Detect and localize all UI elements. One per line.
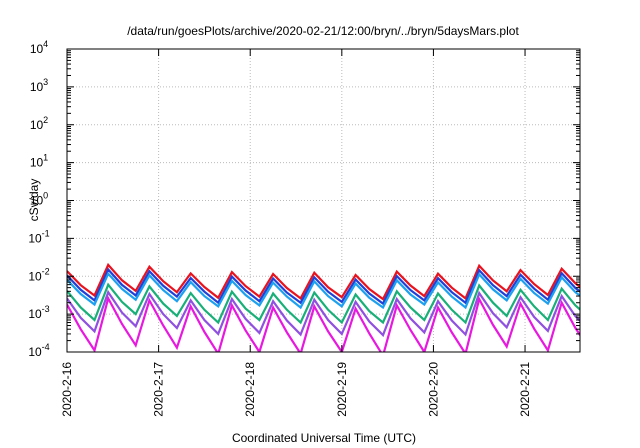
series-line-2 bbox=[67, 267, 580, 306]
chart-title: /data/run/goesPlots/archive/2020-02-21/1… bbox=[127, 24, 519, 38]
series-line-5 bbox=[67, 289, 580, 338]
y-tick-label: 10-4 bbox=[28, 342, 49, 359]
x-axis-title: Coordinated Universal Time (UTC) bbox=[232, 431, 416, 445]
y-axis-title: cSv/day bbox=[27, 179, 41, 222]
y-tick-label: 103 bbox=[30, 77, 48, 94]
series-line-4 bbox=[67, 282, 580, 325]
x-tick-label: 2020-2-20 bbox=[426, 362, 440, 417]
series-line-1 bbox=[67, 262, 580, 301]
y-tick-label: 10-2 bbox=[28, 266, 49, 283]
y-axis: 10-4 10-3 10-2 10-1 100 101 102 103 104 bbox=[28, 39, 580, 359]
y-tick-label: 10-3 bbox=[28, 304, 49, 321]
series-line-3 bbox=[67, 271, 580, 310]
series-layer bbox=[67, 262, 580, 352]
x-tick-label: 2020-2-19 bbox=[335, 362, 349, 417]
x-tick-label: 2020-2-18 bbox=[243, 362, 257, 417]
x-tick-label: 2020-2-17 bbox=[152, 362, 166, 417]
x-tick-label: 2020-2-21 bbox=[518, 362, 532, 417]
y-tick-label: 10-1 bbox=[28, 228, 49, 245]
y-tick-label: 104 bbox=[30, 39, 48, 56]
x-tick-label: 2020-2-16 bbox=[60, 362, 74, 417]
y-tick-label: 100 bbox=[30, 191, 48, 208]
x-axis: 2020-2-16 2020-2-17 2020-2-18 2020-2-19 2020… bbox=[60, 49, 532, 417]
y-tick-label: 101 bbox=[30, 153, 48, 170]
series-line-6 bbox=[67, 295, 580, 352]
y-tick-label: 102 bbox=[30, 115, 48, 132]
